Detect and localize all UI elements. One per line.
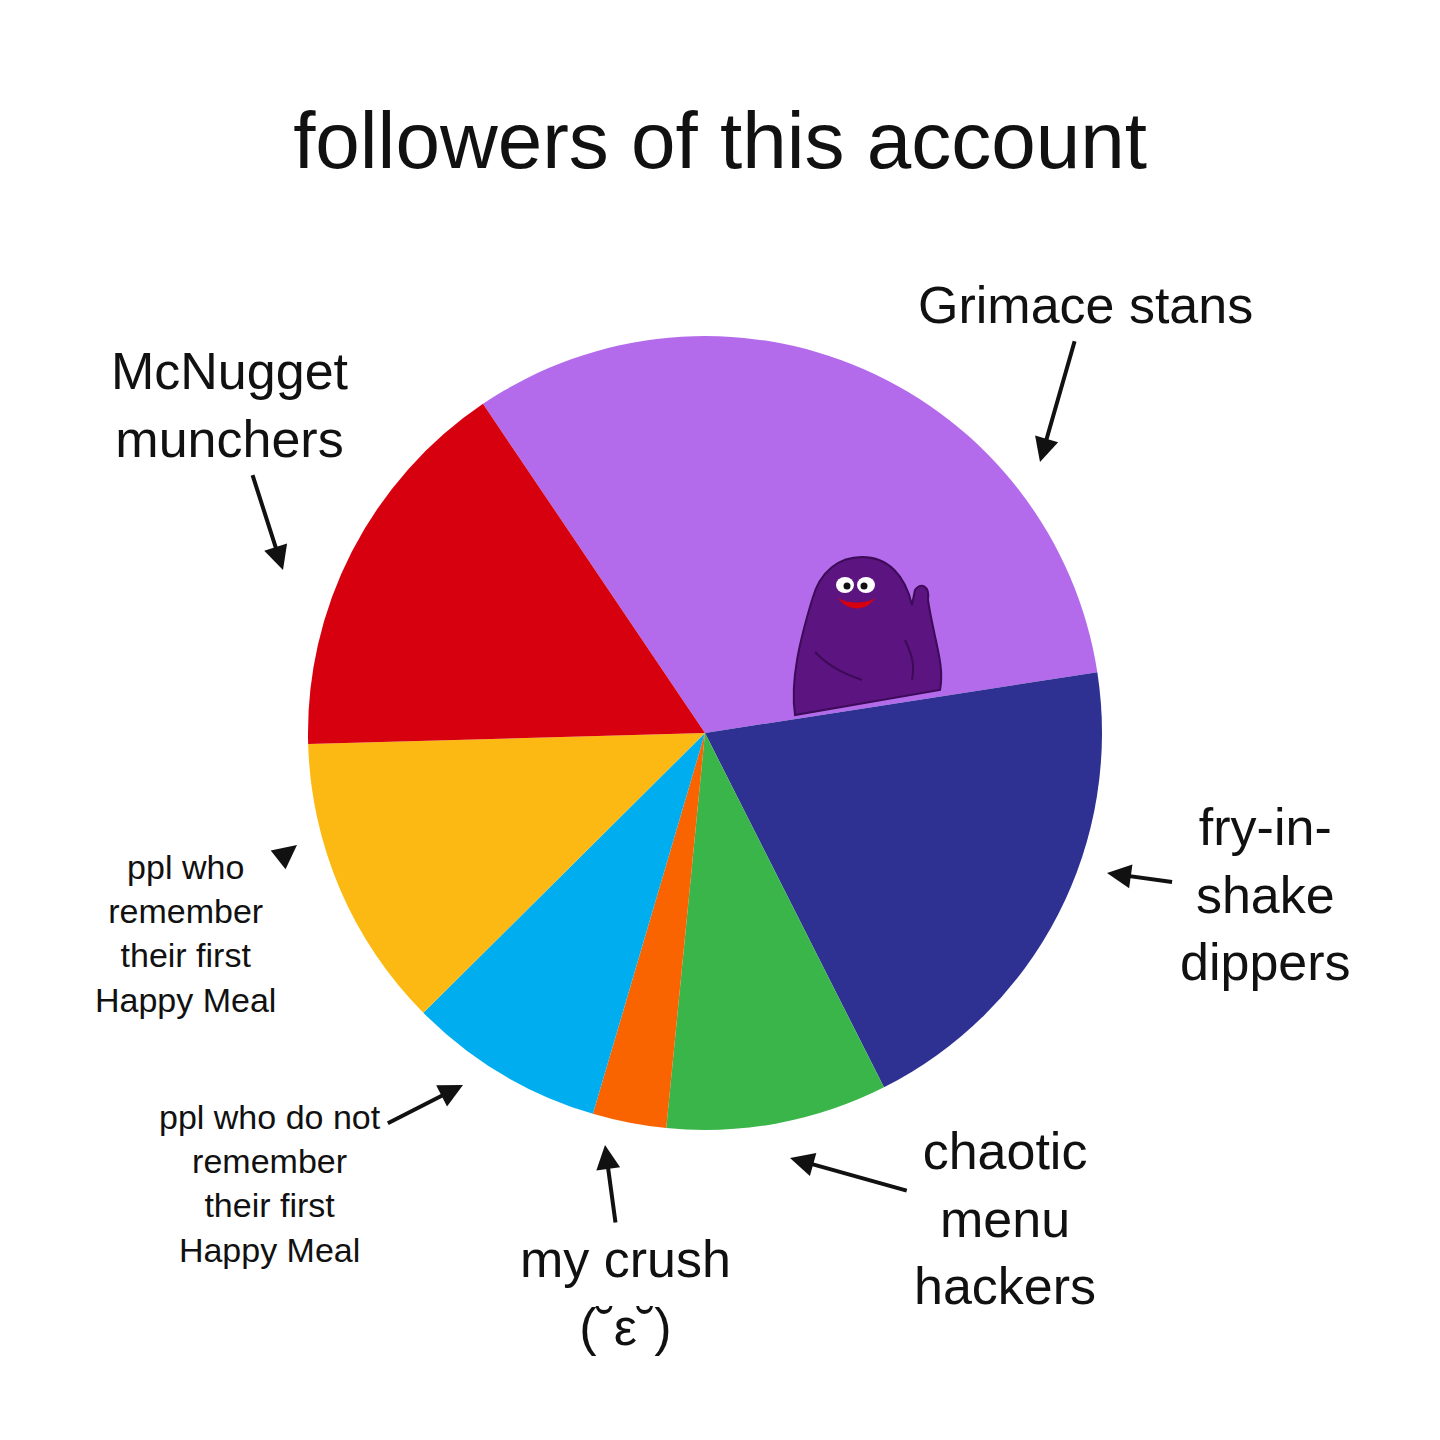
svg-text:fry-in-shakedippers: fry-in-shakedippers [1180, 798, 1351, 991]
svg-text:McNuggetmunchers: McNuggetmunchers [111, 342, 349, 468]
svg-text:ppl whoremembertheir firstHapp: ppl whoremembertheir firstHappy Meal [95, 848, 276, 1019]
svg-text:followers of this account: followers of this account [293, 96, 1147, 185]
svg-text:my crush(˘ε˘): my crush(˘ε˘) [520, 1230, 731, 1356]
svg-text:Grimace stans: Grimace stans [918, 276, 1253, 334]
svg-text:ppl who do notremembertheir fi: ppl who do notremembertheir firstHappy M… [159, 1098, 381, 1269]
svg-text:chaoticmenuhackers: chaoticmenuhackers [914, 1122, 1096, 1315]
